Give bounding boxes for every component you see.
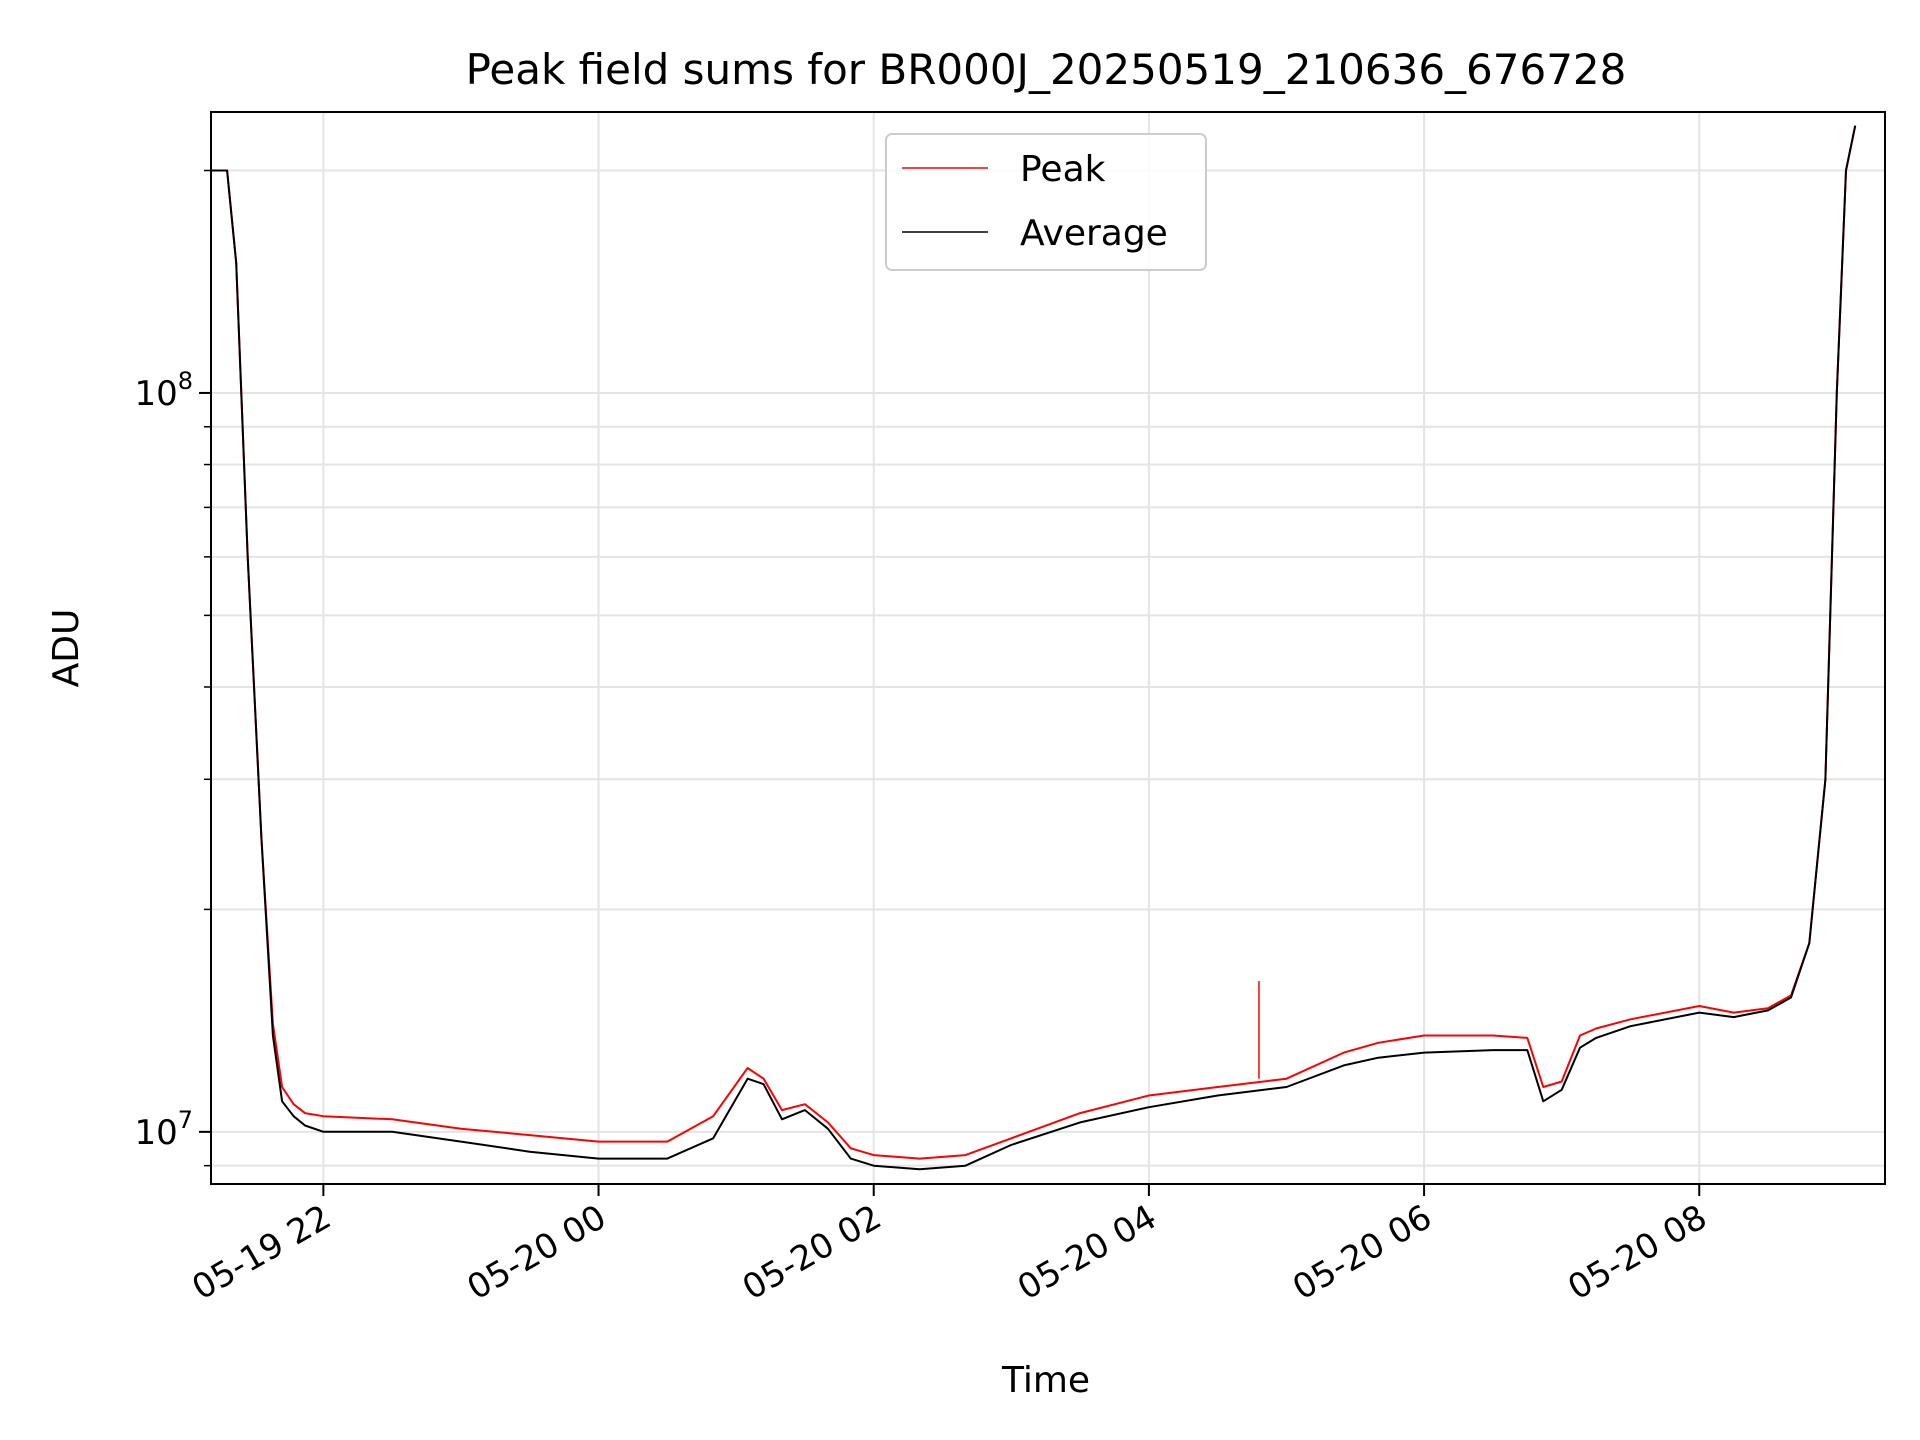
- plot-lines: [211, 125, 1857, 1171]
- x-axis-label: Time: [1001, 1360, 1090, 1401]
- y-tick-label-exponent: 8: [178, 367, 193, 395]
- legend-label-average: Average: [1020, 213, 1168, 254]
- y-tick-label-exponent: 7: [178, 1106, 193, 1134]
- y-tick-label-base: 10: [134, 374, 177, 414]
- series-line-average: [211, 125, 1857, 1171]
- legend-label-peak: Peak: [1020, 149, 1106, 190]
- y-axis-label: ADU: [46, 609, 87, 688]
- chart-title: Peak field sums for BR000J_20250519_2106…: [466, 45, 1627, 94]
- series-line-peak: [211, 125, 1857, 1160]
- y-tick-label: 107: [134, 1106, 193, 1153]
- plot-frame: [210, 111, 1886, 1185]
- y-tick-label: 108: [134, 367, 193, 414]
- y-tick-label-base: 10: [134, 1113, 177, 1153]
- legend: Peak Average: [885, 133, 1207, 271]
